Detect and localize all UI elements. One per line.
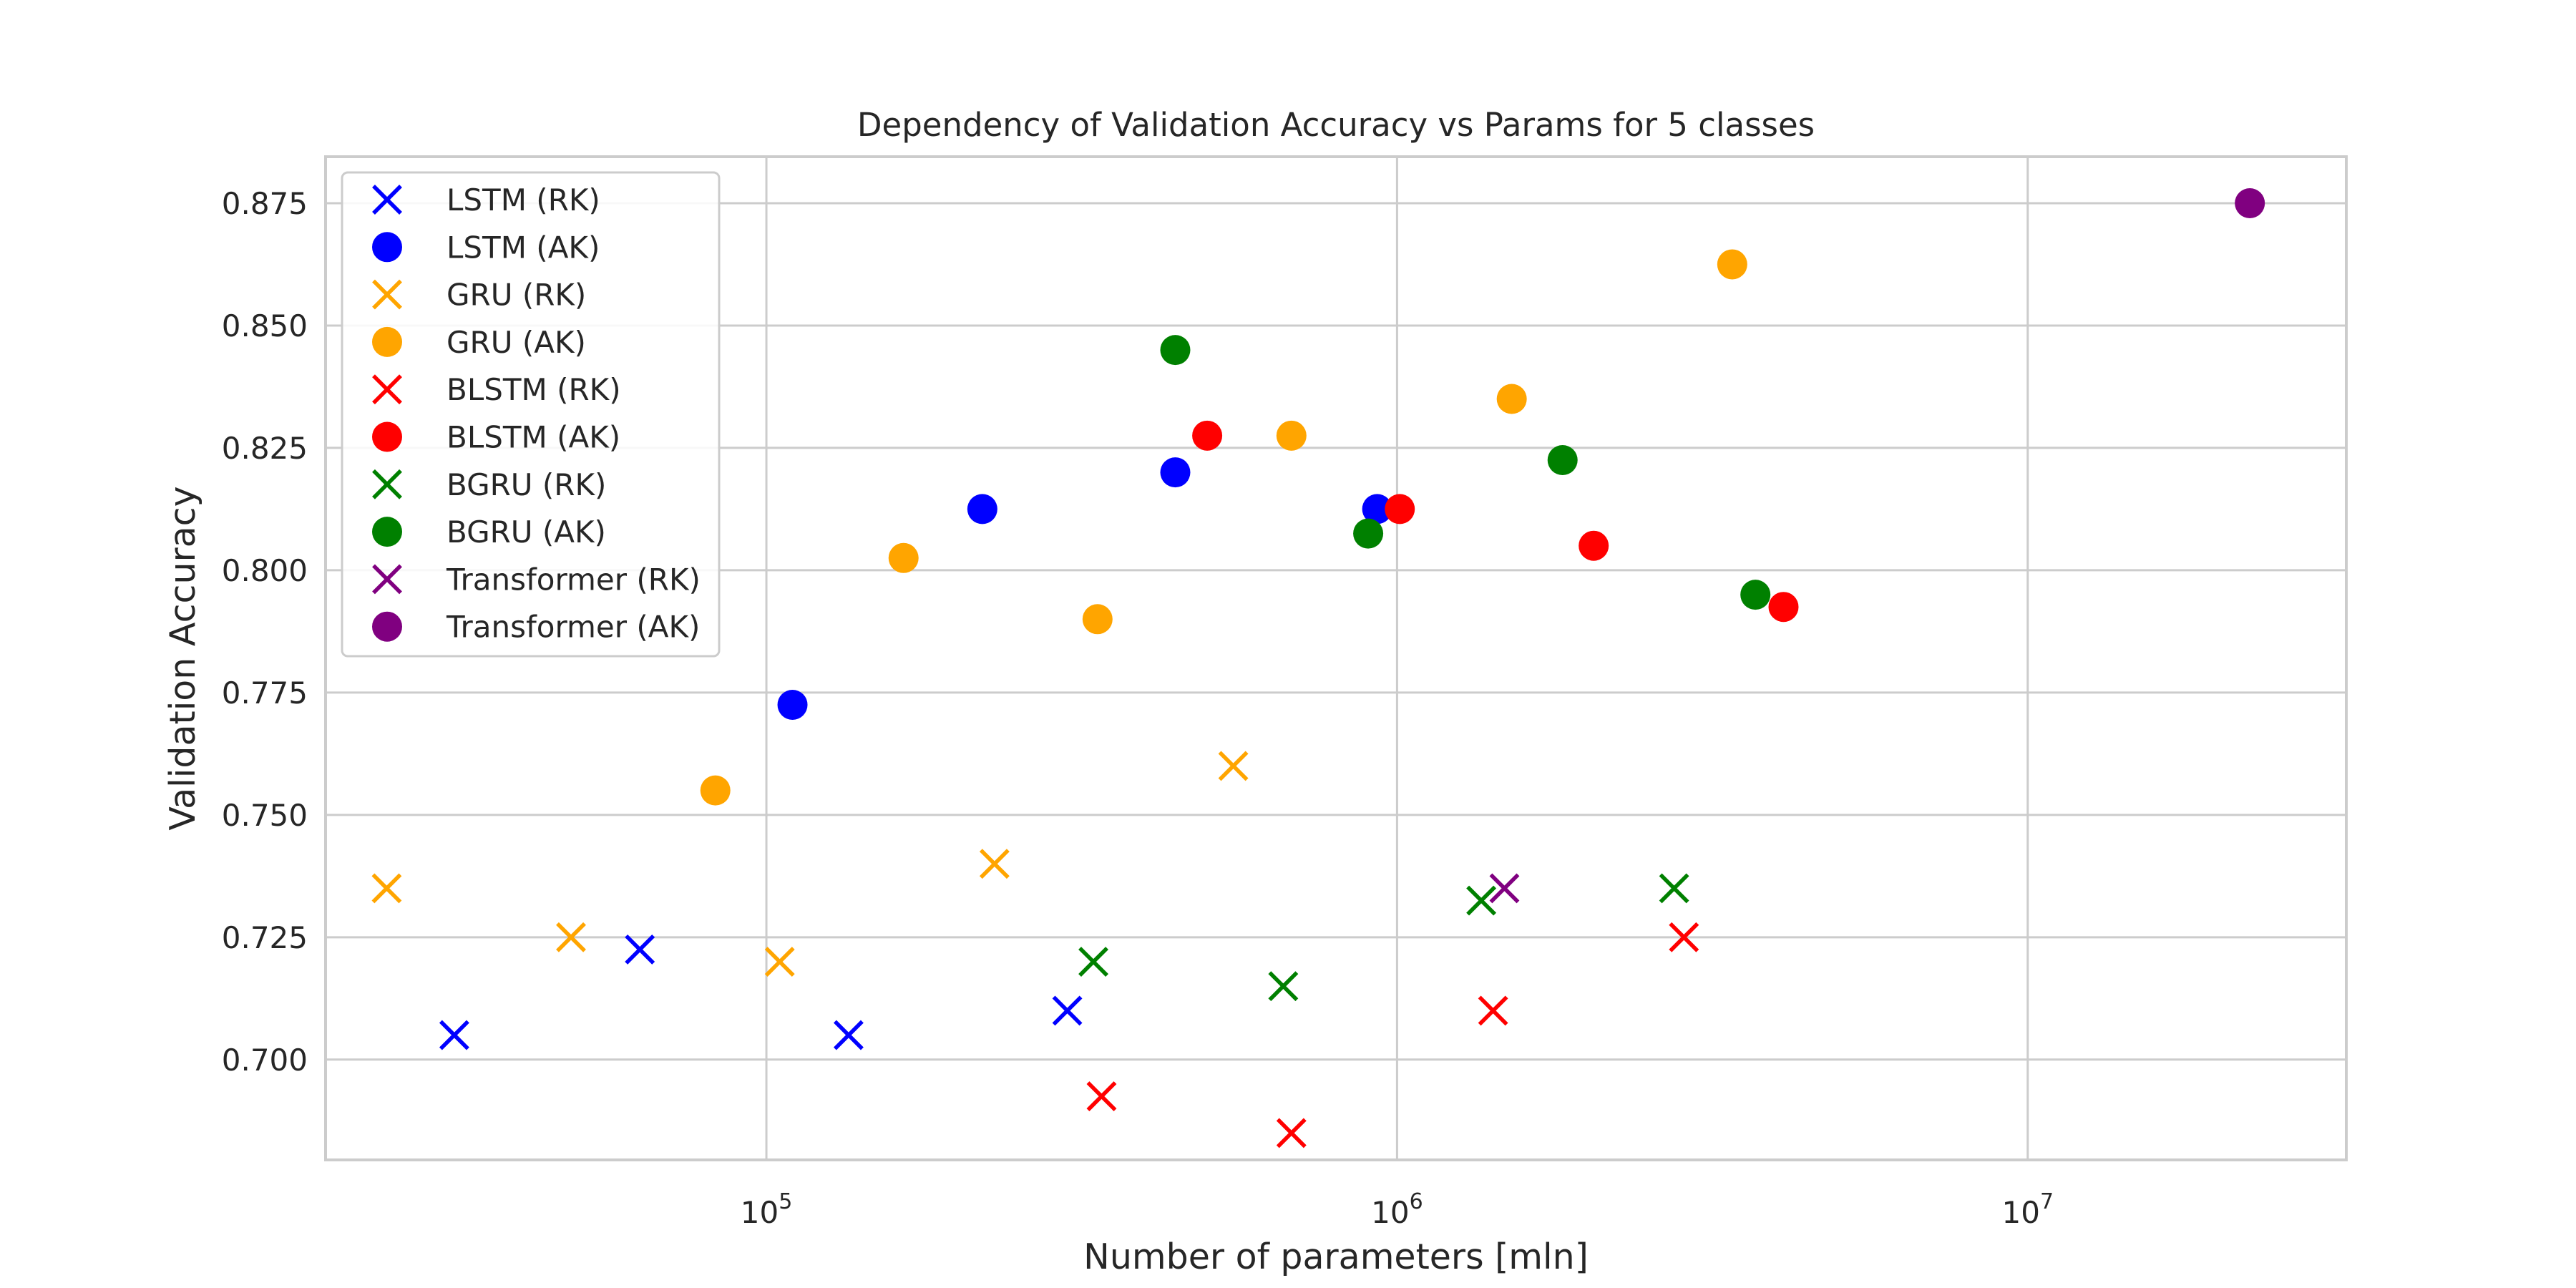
chart-title: Dependency of Validation Accuracy vs Par…	[857, 106, 1815, 144]
data-point	[1659, 873, 1689, 904]
legend-marker	[372, 564, 402, 595]
legend-label: BGRU (RK)	[447, 467, 606, 502]
data-point	[1082, 604, 1113, 635]
data-point	[1052, 995, 1083, 1026]
data-point	[556, 922, 586, 952]
data-point	[1276, 1118, 1307, 1148]
x-tick-label: 107	[2002, 1189, 2054, 1230]
legend-marker	[372, 611, 402, 642]
data-point	[1218, 751, 1249, 781]
y-tick-label: 0.750	[222, 798, 308, 833]
data-point	[1385, 494, 1415, 525]
legend-marker	[372, 279, 402, 310]
y-tick-label: 0.800	[222, 553, 308, 588]
data-point	[1496, 384, 1527, 414]
legend: LSTM (RK) LSTM (AK) GRU (RK) GRU (AK) BLSTM …	[341, 171, 721, 658]
legend-box	[341, 171, 721, 658]
tick-labels: 0.700 0.725 0.750 0.775 0.800 0.825 0.850 0.875…	[222, 186, 2054, 1230]
data-point	[371, 873, 402, 904]
legend-label: BGRU (AK)	[447, 514, 606, 550]
data-point	[1353, 518, 1384, 549]
data-point	[1160, 335, 1191, 366]
data-point	[967, 494, 997, 525]
data-point	[1768, 592, 1799, 623]
data-point	[1466, 885, 1497, 916]
y-axis-label: Validation Accuracy	[162, 486, 203, 830]
data-point	[439, 1020, 469, 1050]
data-point	[1362, 494, 1392, 525]
data-point	[700, 775, 731, 806]
legend-marker	[372, 326, 402, 357]
data-point	[625, 934, 655, 965]
y-tick-label: 0.725	[222, 920, 308, 955]
legend-label: BLSTM (RK)	[447, 372, 621, 407]
data-point	[1268, 971, 1299, 1002]
data-point	[1078, 947, 1108, 977]
data-point	[1478, 995, 1508, 1026]
legend-marker	[372, 517, 402, 547]
data-point	[1717, 249, 1747, 280]
data-point	[979, 849, 1010, 879]
legend-label: GRU (RK)	[447, 278, 586, 313]
legend-label: GRU (AK)	[447, 325, 586, 360]
data-point	[2235, 187, 2265, 218]
y-tick-label: 0.775	[222, 675, 308, 711]
legend-marker	[372, 469, 402, 499]
y-tick-label: 0.875	[222, 186, 308, 221]
data-point	[764, 947, 795, 977]
legend-label: LSTM (AK)	[447, 230, 600, 265]
x-tick-label: 105	[741, 1189, 793, 1230]
data-point	[1579, 530, 1609, 561]
data-point	[1547, 445, 1578, 476]
legend-marker	[372, 232, 402, 263]
x-tick-label: 106	[1371, 1189, 1423, 1230]
plot-frame	[324, 155, 2348, 1161]
data-point	[1086, 1081, 1117, 1112]
legend-label: Transformer (RK)	[446, 562, 701, 597]
y-tick-label: 0.825	[222, 431, 308, 466]
legend-marker	[372, 185, 402, 215]
data-points	[371, 187, 2265, 1148]
data-point	[1276, 420, 1307, 451]
legend-marker	[372, 421, 402, 452]
data-point	[1192, 420, 1223, 451]
data-point	[1669, 922, 1699, 952]
data-point	[888, 542, 919, 573]
legend-label: LSTM (RK)	[447, 182, 600, 218]
data-point	[833, 1020, 864, 1050]
x-axis-label: Number of parameters [mln]	[1083, 1236, 1589, 1277]
data-point	[1740, 580, 1771, 610]
data-point	[1160, 457, 1191, 488]
y-tick-label: 0.850	[222, 308, 308, 343]
legend-label: Transformer (AK)	[446, 610, 700, 645]
legend-marker	[372, 374, 402, 405]
legend-label: BLSTM (AK)	[447, 420, 620, 455]
y-tick-label: 0.700	[222, 1043, 308, 1078]
data-point	[1489, 873, 1520, 904]
data-point	[777, 689, 808, 720]
